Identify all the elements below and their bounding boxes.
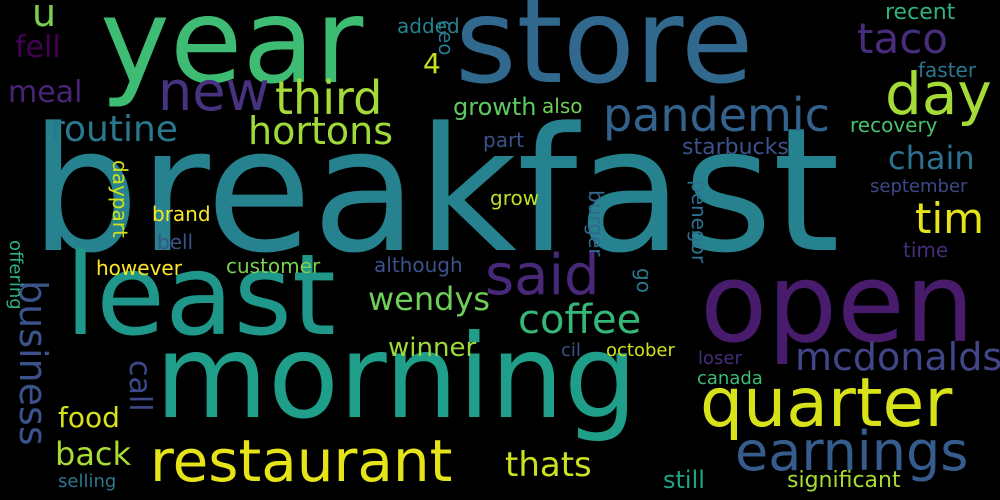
word-go: go [632,268,656,293]
word-store: store [455,0,754,110]
word-earnings: earnings [735,420,969,483]
word-loser: loser [698,348,742,369]
word-still: still [663,466,705,494]
word-time: time [903,238,949,262]
word-part: part [483,128,525,152]
word-quarter: quarter [700,364,953,443]
word-call: call [122,360,157,412]
word-pandemic: pandemic [603,88,830,142]
word-selling: selling [58,471,117,492]
word-customer: customer [226,254,321,278]
word-mcdonalds: mcdonalds [795,335,1000,379]
word-although: although [374,253,463,277]
word-ceo: ceo [434,20,458,56]
word-food: food [58,401,120,434]
word-breakfast: breakfast [30,90,840,291]
word-burger: burger [584,190,608,257]
word-canada: canada [697,368,763,389]
word-said: said [485,243,600,308]
word-winner: winner [388,333,477,363]
word-october: october [606,340,675,361]
word-restaurant: restaurant [150,427,453,495]
word-back: back [55,435,132,473]
word-cil: cil [561,340,581,361]
word-fell: fell [15,30,61,65]
word-4: 4 [423,47,441,80]
word-september: september [870,176,968,197]
word-growth: growth [453,93,537,121]
word-open: open [700,239,975,367]
word-tim: tim [915,194,985,243]
word-day: day [885,60,992,128]
word-hortons: hortons [248,109,393,153]
word-penegor: penegor [687,180,711,264]
word-coffee: coffee [518,297,642,343]
word-offering: offering [5,240,26,310]
word-starbucks: starbucks [682,135,789,160]
word-significant: significant [787,468,901,493]
word-recent: recent [885,0,956,25]
word-meal: meal [8,75,83,110]
word-routine: routine [50,109,178,150]
word-third: third [275,71,383,125]
word-chain: chain [888,139,975,177]
word-brand: brand [152,202,211,226]
word-morning: morning [155,310,638,445]
word-u: u [32,0,57,35]
word-faster: faster [918,58,977,82]
word-grow: grow [490,186,540,210]
word-taco: taco [857,14,948,63]
word-recovery: recovery [850,113,938,137]
word-thats: thats [505,445,592,485]
word-year: year [100,0,364,110]
word-daypart: daypart [108,160,132,238]
word-bell: bell [157,230,194,254]
word-new: new [158,60,270,123]
word-however: however [96,256,182,280]
word-added: added [397,14,460,38]
word-also: also [542,94,583,118]
word-wendys: wendys [368,280,491,318]
word-least: least [65,231,336,361]
